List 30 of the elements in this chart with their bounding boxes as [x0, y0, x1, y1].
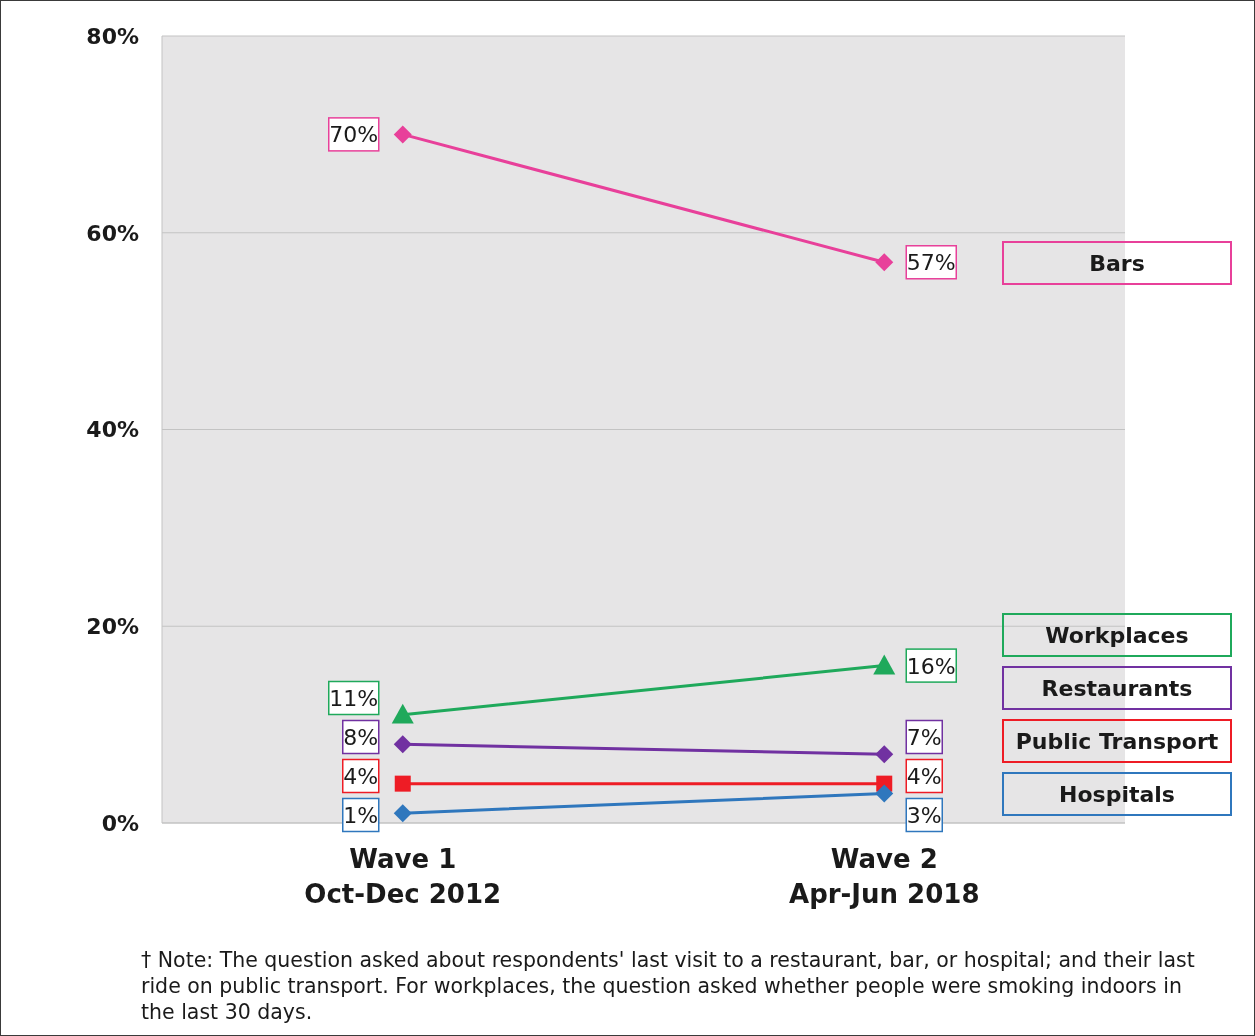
y-tick-label: 0% [101, 810, 139, 836]
data-label: 8% [343, 725, 379, 750]
data-label: 4% [343, 764, 379, 789]
point [875, 745, 894, 764]
data-label: 11% [329, 686, 379, 711]
x-tick-label: Wave 1 Oct-Dec 2012 [304, 844, 502, 909]
point [393, 804, 412, 823]
text: † Note: The question asked about respondents' last visit to a restaurant, bar, or hospital; and their last ride on public transport. For workplaces, the question asked whether people were smoking indoors in the last 30 days. [141, 947, 1196, 1025]
point [394, 775, 411, 792]
data-label: 4% [906, 764, 942, 789]
point [393, 125, 412, 144]
point [875, 784, 894, 803]
text: Bars [1002, 241, 1232, 286]
point [393, 735, 412, 754]
x-tick-label: Wave 2 Apr-Jun 2018 [789, 844, 980, 909]
data-label: 70% [329, 122, 379, 148]
y-tick-label: 40% [86, 417, 139, 443]
y-tick-label: 80% [86, 23, 139, 49]
text: Public Transport [1002, 719, 1232, 763]
text: Restaurants [1002, 666, 1232, 710]
y-tick-label: 60% [86, 220, 139, 246]
data-label: 7% [906, 725, 942, 750]
y-tick-label: 20% [86, 614, 139, 640]
data-label: 16% [906, 653, 956, 679]
text: Hospitals [1002, 772, 1232, 816]
point [875, 253, 894, 272]
data-label: 3% [906, 803, 942, 828]
data-label: 1% [343, 803, 379, 828]
data-label: 57% [906, 250, 956, 276]
text: Workplaces [1002, 613, 1232, 657]
